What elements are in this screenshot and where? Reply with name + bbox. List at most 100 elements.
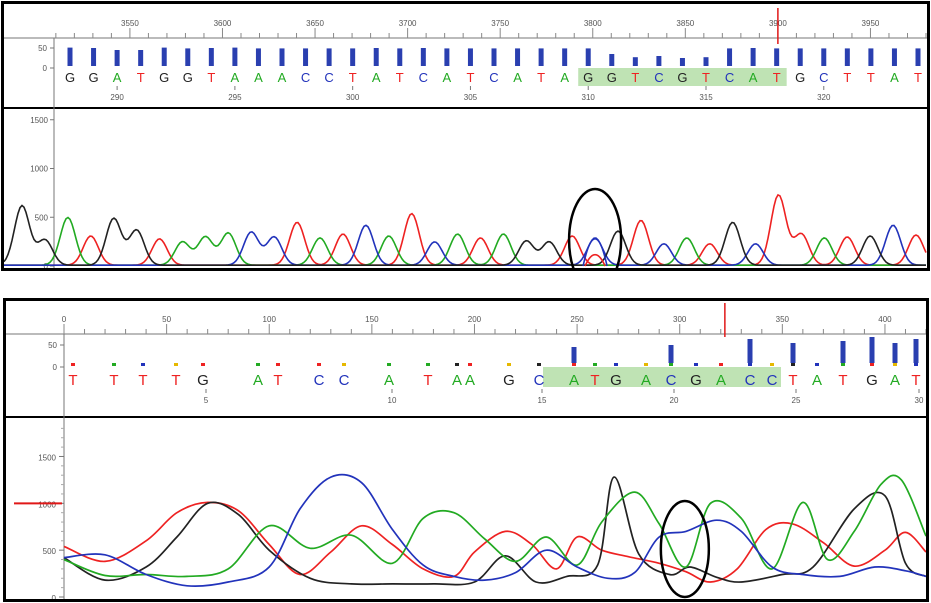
quality-marker <box>719 363 723 366</box>
trace-T <box>4 193 927 267</box>
base-call: A <box>452 372 462 389</box>
quality-bar <box>67 47 73 66</box>
quality-bar <box>467 48 473 66</box>
base-call: A <box>560 70 569 85</box>
quality-bar <box>913 339 919 363</box>
quality-bar <box>444 48 450 66</box>
quality-bar <box>161 47 167 66</box>
quality-marker <box>593 363 597 366</box>
quality-marker <box>112 363 116 366</box>
quality-bar <box>891 48 897 66</box>
base-call: C <box>301 70 310 85</box>
trace-G <box>4 204 926 267</box>
quality-marker <box>426 363 430 366</box>
quality-bar <box>656 56 662 66</box>
base-position-label: 305 <box>464 93 478 102</box>
quality-bar <box>915 48 921 66</box>
base-call: T <box>702 70 710 85</box>
quality-marker <box>770 363 774 366</box>
scan-tick-label: 0 <box>62 315 67 324</box>
base-call: T <box>109 372 118 389</box>
quality-marker <box>614 363 618 366</box>
base-call: T <box>207 70 215 85</box>
scan-tick-label: 200 <box>468 315 482 324</box>
base-call: G <box>88 70 98 85</box>
scan-tick-label: 350 <box>776 315 790 324</box>
quality-bar <box>797 48 803 66</box>
quality-bar <box>491 48 497 66</box>
intensity-axis-label: 500 <box>43 547 57 556</box>
quality-axis-label: 50 <box>48 341 57 350</box>
quality-bar <box>585 48 591 66</box>
chromatogram-top-svg: 355036003650370037503800385039003950500G… <box>4 8 927 268</box>
quality-bar <box>571 347 577 363</box>
mutation-circle <box>659 499 711 599</box>
quality-marker <box>791 363 795 366</box>
base-position-label: 310 <box>582 93 596 102</box>
sequence-highlight <box>578 68 787 86</box>
quality-bar <box>632 57 638 66</box>
base-call: A <box>465 372 475 389</box>
intensity-axis-label: 1500 <box>38 453 56 462</box>
base-call: T <box>537 70 545 85</box>
quality-marker <box>141 363 145 366</box>
base-call: A <box>812 372 822 389</box>
base-call: G <box>610 372 622 389</box>
sequence-highlight <box>543 367 781 387</box>
quality-bar <box>232 47 238 66</box>
base-call: T <box>590 372 599 389</box>
quality-bar <box>397 48 403 66</box>
quality-marker <box>468 363 472 366</box>
quality-bar <box>840 341 846 363</box>
base-call: A <box>278 70 287 85</box>
base-call: T <box>631 70 639 85</box>
base-call: G <box>159 70 169 85</box>
base-position-label: 15 <box>538 396 547 405</box>
base-call: C <box>314 372 325 389</box>
quality-bar <box>892 343 898 363</box>
scan-tick-label: 3750 <box>491 19 509 28</box>
base-call: C <box>725 70 734 85</box>
base-call: T <box>788 372 797 389</box>
base-call: C <box>534 372 545 389</box>
quality-axis-label: 0 <box>53 363 58 372</box>
intensity-axis-label: 500 <box>35 213 49 222</box>
chromatogram-panel-top: 355036003650370037503800385039003950500G… <box>1 1 930 271</box>
chromatogram-panel-bottom: 0 50 100 150 200 250 300 350 400 50 0 T T T T G A T C C A T A A… <box>3 298 929 602</box>
quality-marker <box>276 363 280 366</box>
base-call: A <box>372 70 381 85</box>
quality-marker <box>572 363 576 366</box>
quality-bar <box>326 48 332 66</box>
circled-peak-C <box>582 238 608 267</box>
base-call: G <box>866 372 878 389</box>
quality-marker <box>644 363 648 366</box>
quality-bar <box>868 48 874 66</box>
scan-tick-label: 250 <box>570 315 584 324</box>
base-call: C <box>654 70 663 85</box>
scan-tick-label: 3600 <box>214 19 232 28</box>
quality-bar <box>747 339 753 363</box>
quality-marker <box>71 363 75 366</box>
quality-bar <box>420 48 426 66</box>
quality-bar <box>138 50 144 66</box>
base-call: C <box>339 372 350 389</box>
quality-bar <box>538 48 544 66</box>
base-call: A <box>254 70 263 85</box>
quality-bar <box>303 48 309 66</box>
base-call: A <box>384 372 394 389</box>
base-position-label: 25 <box>792 396 801 405</box>
quality-bar <box>185 48 191 66</box>
quality-marker <box>507 363 511 366</box>
base-position-label: 320 <box>817 93 831 102</box>
base-call: A <box>749 70 758 85</box>
quality-marker <box>174 363 178 366</box>
quality-bar <box>208 48 214 66</box>
base-call: T <box>843 70 851 85</box>
base-call: T <box>273 372 282 389</box>
base-call: C <box>819 70 828 85</box>
base-call: A <box>231 70 240 85</box>
base-position-label: 30 <box>915 396 924 405</box>
base-call: C <box>324 70 333 85</box>
quality-bar <box>727 48 733 66</box>
base-call: G <box>677 70 687 85</box>
